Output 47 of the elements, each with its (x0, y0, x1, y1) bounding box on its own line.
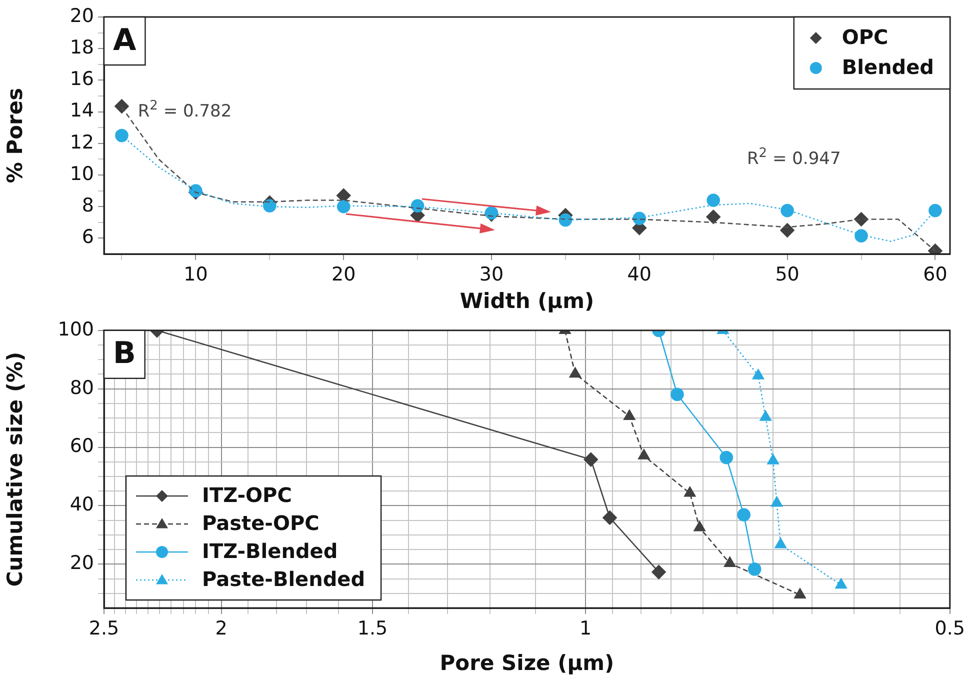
chart-title: B (113, 336, 136, 372)
point (114, 99, 129, 114)
point (854, 229, 868, 242)
x-tick-label: 30 (479, 263, 504, 286)
x-tick-label: 50 (775, 263, 800, 286)
x-tick-label: 10 (184, 263, 208, 286)
x-tick-label: 60 (923, 263, 948, 286)
point (780, 204, 794, 218)
y-axis-title: % Pores (3, 88, 28, 184)
legend-label: ITZ-OPC (202, 483, 292, 508)
x-tick-label: 40 (627, 263, 652, 286)
y-tick-label: 20 (70, 552, 94, 574)
x-tick-label: 2 (215, 617, 228, 640)
y-tick-label: 60 (70, 435, 94, 458)
y-tick-label: 16 (70, 68, 94, 90)
y-tick-label: 40 (70, 494, 94, 516)
x-tick-label: 1 (580, 617, 592, 640)
y-tick-label: 18 (70, 36, 94, 59)
point (115, 128, 128, 142)
y-tick-label: 20 (70, 4, 94, 27)
y-tick-label: 100 (58, 318, 94, 340)
point (780, 223, 794, 238)
x-axis-title: Width (μm) (460, 288, 594, 313)
legend-label: Blended (842, 55, 934, 80)
point (410, 199, 424, 212)
y-axis-title: Cumulative size (%) (3, 352, 28, 587)
point (706, 210, 721, 224)
legend-label: OPC (842, 25, 888, 50)
x-tick-label: 1.5 (357, 617, 388, 640)
legend-label: Paste-Blended (202, 567, 366, 592)
y-tick-label: 6 (82, 226, 94, 248)
point (336, 200, 350, 214)
x-tick-label: 0.5 (934, 617, 965, 640)
point (706, 194, 720, 207)
point (928, 204, 942, 218)
y-tick-label: 14 (70, 100, 94, 122)
y-tick-label: 10 (70, 162, 94, 185)
point (189, 184, 202, 198)
x-axis-title: Pore Size (μm) (440, 650, 614, 675)
x-tick-label: 20 (332, 263, 356, 286)
y-tick-label: 8 (82, 194, 94, 217)
legend-label: Paste-OPC (202, 511, 320, 536)
chart-title: A (113, 22, 137, 58)
x-tick-label: 2.5 (88, 617, 120, 640)
y-tick-label: 12 (70, 131, 94, 154)
legend-label: ITZ-Blended (202, 539, 338, 564)
y-tick-label: 80 (70, 376, 94, 399)
